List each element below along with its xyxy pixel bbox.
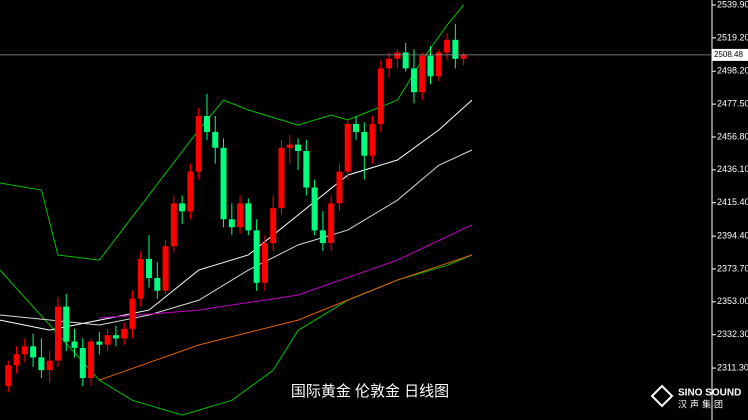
candle-body [129,298,136,329]
candle-body [21,346,28,355]
candle-body [361,131,368,156]
y-tick-label: 2477.50 [717,98,748,108]
candle-body [63,306,70,342]
candle-body [402,52,409,69]
candle-body [13,354,20,366]
candle-body [71,341,78,348]
logo-subtext: 汉声集团 [678,398,726,409]
candle-body [79,347,86,379]
candle-body [154,278,161,291]
candle-body [419,55,426,93]
y-tick-label: 2311.30 [717,362,748,372]
y-tick-label: 2394.40 [717,230,748,240]
candle-body [195,116,202,172]
candle-body [170,203,177,247]
candle-body [237,203,244,228]
indicator-line [0,149,473,326]
candle-body [336,171,343,204]
y-tick-label: 2539.90 [717,0,748,9]
candle-body [187,171,194,212]
logo-text: SINO SOUND [678,388,741,399]
candle-body [394,52,401,59]
chart-title: 国际黄金 伦敦金 日线图 [291,383,449,400]
candle-body [460,54,467,59]
y-tick-label: 2436.10 [717,164,748,174]
candle-body [203,116,210,132]
candle-body [5,365,12,387]
candle-body [212,131,219,148]
candle-body [286,144,293,148]
candle-body [253,230,260,283]
candle-body [319,230,326,244]
indicator-line [99,224,473,319]
candle-body [377,68,384,124]
candle-body [353,123,359,132]
candle-body [369,123,376,156]
y-tick-label: 2353.00 [717,296,748,306]
indicator-line [99,254,473,381]
candle-body [162,246,169,291]
candle-body [427,55,434,77]
y-tick-label: 2456.80 [717,131,748,141]
candle-body [228,219,235,228]
candle-body [146,258,153,279]
candle-body [46,360,53,371]
y-tick-label: 2332.30 [717,329,748,339]
candle-body [344,123,351,172]
last-price-label: 2508.48 [714,50,743,59]
candle-body [96,341,103,345]
candle-body [261,243,268,283]
candle-body [270,208,277,244]
logo-icon [650,384,674,408]
candle-body [220,147,227,220]
candle-body [386,58,393,69]
candle-body [54,306,61,361]
last-price-box [712,48,748,61]
candle-body [245,203,252,231]
candle-body [137,258,144,299]
candle-body [444,39,451,53]
candle-body [410,68,417,93]
candle-body [295,144,302,151]
candle-body [179,203,186,212]
candle-body [30,346,37,358]
candle-body [112,335,119,339]
candle-body [328,203,335,244]
y-tick-label: 2498.20 [717,66,748,76]
candle-body [121,328,128,339]
y-tick-label: 2415.40 [717,197,748,207]
y-tick-label: 2373.70 [717,263,748,273]
candle-body [38,357,45,371]
logo: SINO SOUND 汉声集团 [650,384,741,409]
candle-body [311,187,318,231]
candle-body [303,150,310,188]
y-tick-label: 2519.20 [717,32,748,42]
candle-body [278,147,285,209]
candle-body [88,341,95,379]
candle-body [452,39,459,59]
candle-body [435,52,442,77]
candle-body [104,335,111,345]
